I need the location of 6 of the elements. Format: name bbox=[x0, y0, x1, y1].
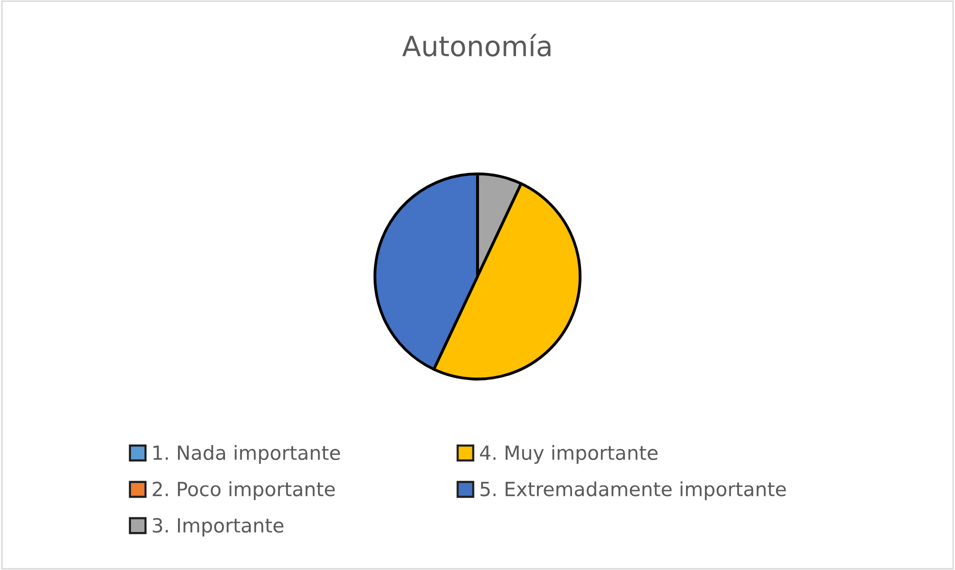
legend-label: 5. Extremadamente importante bbox=[480, 481, 786, 500]
legend-label: 3. Importante bbox=[152, 518, 284, 536]
chart-title: Autonomía bbox=[402, 34, 550, 57]
legend-label: 2. Poco importante bbox=[152, 481, 335, 500]
legend-label: 1. Nada importante bbox=[153, 445, 340, 464]
legend-label: 4. Muy importante bbox=[480, 445, 658, 464]
